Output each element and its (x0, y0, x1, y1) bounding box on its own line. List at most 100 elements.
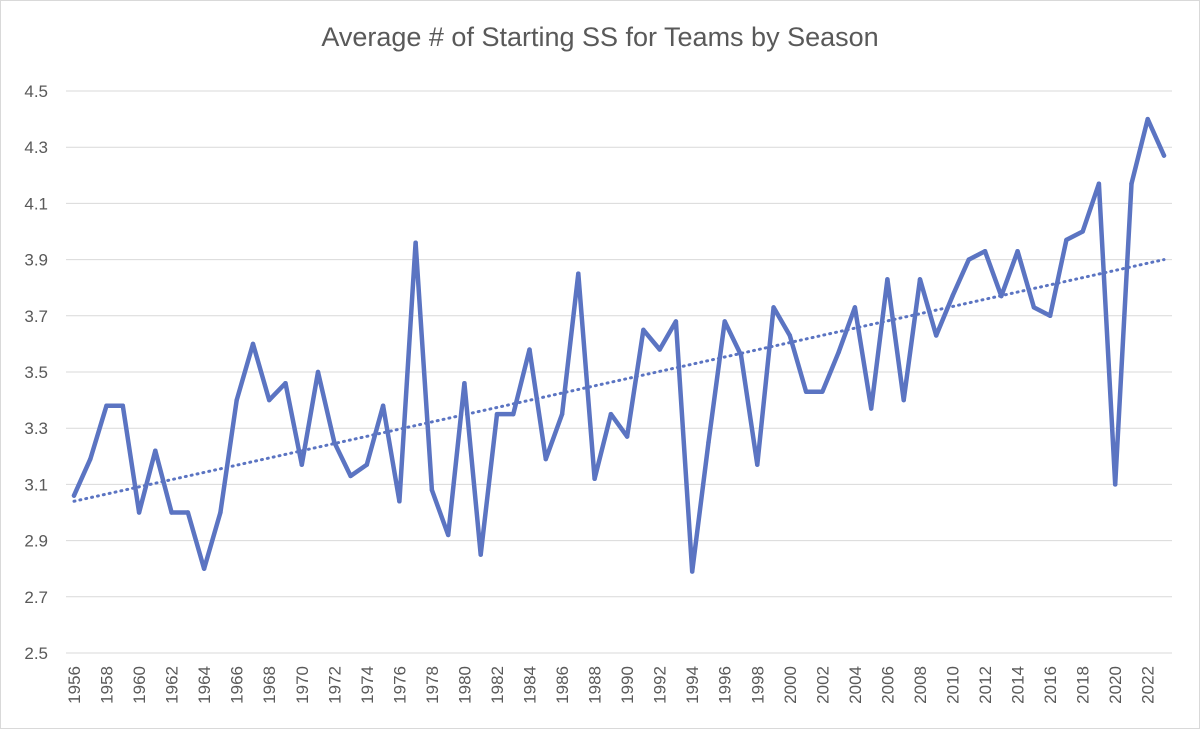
data-point (641, 327, 646, 333)
x-tick-label: 1984 (521, 666, 540, 704)
x-tick-label: 1988 (586, 666, 605, 704)
data-point (771, 305, 776, 310)
x-tick-label: 2006 (878, 666, 897, 704)
x-tick-label: 1998 (748, 666, 767, 704)
data-point (868, 406, 874, 411)
data-point (380, 403, 386, 408)
x-tick-label: 1972 (325, 666, 344, 704)
trendline (72, 258, 1166, 503)
data-point (527, 347, 532, 352)
x-tick-label: 1958 (98, 666, 117, 704)
data-point (706, 440, 711, 445)
y-tick-label: 3.9 (24, 251, 48, 270)
data-point (1096, 181, 1102, 186)
x-tick-label: 1994 (683, 666, 702, 704)
data-point (267, 397, 272, 403)
x-tick-label: 1996 (716, 666, 735, 704)
x-tick-label: 2020 (1106, 666, 1125, 704)
data-point (592, 476, 597, 481)
data-point (429, 487, 435, 493)
data-point (1129, 181, 1134, 186)
x-tick-label: 1964 (195, 666, 214, 704)
x-tick-label: 1992 (651, 666, 670, 704)
data-point (543, 456, 548, 462)
data-point (88, 456, 93, 462)
y-tick-label: 4.3 (24, 138, 48, 157)
y-tick-label: 2.7 (24, 588, 48, 607)
data-point (169, 510, 174, 515)
x-tick-label: 1976 (390, 666, 409, 704)
data-point (332, 440, 337, 445)
data-point (803, 389, 809, 394)
data-point (218, 510, 223, 515)
data-point (755, 462, 760, 467)
data-point (787, 333, 793, 338)
x-tick-label: 1960 (130, 666, 149, 704)
data-point (250, 341, 256, 347)
x-axis-ticks: 1956 1958 1960 1962 1964 1966 1968 1970 1972 1974… (65, 666, 1158, 704)
y-tick-label: 3.5 (24, 363, 48, 382)
data-point (999, 293, 1004, 299)
data-point (494, 411, 500, 417)
series-line (71, 116, 1167, 574)
data-point (299, 462, 304, 467)
x-tick-label: 1982 (488, 666, 507, 704)
trendline-group (72, 258, 1166, 503)
y-tick-label: 3.7 (24, 307, 48, 326)
data-point (559, 411, 565, 417)
data-point (673, 319, 679, 324)
x-tick-label: 1956 (65, 666, 84, 704)
data-point (234, 397, 239, 403)
data-point (608, 411, 614, 417)
data-point (836, 350, 841, 355)
data-point (185, 510, 191, 515)
data-point (885, 277, 890, 282)
x-tick-label: 1970 (293, 666, 312, 704)
data-point (511, 411, 516, 417)
data-point (462, 381, 467, 386)
data-point (934, 333, 939, 338)
x-tick-label: 2012 (976, 666, 995, 704)
data-point (201, 566, 207, 571)
x-tick-label: 1978 (423, 666, 442, 704)
x-tick-label: 1986 (553, 666, 572, 704)
data-point (901, 397, 906, 403)
x-tick-label: 1980 (455, 666, 474, 704)
data-point (576, 271, 581, 276)
y-axis-ticks: 2.5 2.7 2.9 3.1 3.3 3.5 3.7 3.9 4.1 4.3 4.5 (24, 82, 48, 663)
y-tick-label: 4.5 (24, 82, 48, 101)
data-point (136, 510, 142, 515)
y-tick-label: 2.5 (24, 644, 48, 663)
data-point (1031, 305, 1037, 310)
x-tick-label: 2018 (1074, 666, 1093, 704)
data-point (966, 257, 971, 262)
x-tick-label: 2010 (944, 666, 963, 704)
data-point (1080, 229, 1085, 234)
data-point (315, 369, 321, 375)
data-point (364, 462, 370, 467)
data-point (397, 499, 402, 504)
data-point (690, 569, 695, 574)
data-point (852, 305, 858, 310)
x-tick-label: 1968 (260, 666, 279, 704)
x-tick-label: 2004 (846, 666, 865, 704)
data-point (445, 532, 451, 538)
data-point (722, 319, 727, 324)
gridlines (66, 90, 1172, 654)
x-tick-label: 2016 (1041, 666, 1060, 704)
data-point (982, 248, 988, 254)
chart-title: Average # of Starting SS for Teams by Se… (321, 22, 879, 52)
data-point (1145, 116, 1150, 122)
x-tick-label: 2008 (911, 666, 930, 704)
x-tick-label: 2000 (781, 666, 800, 704)
data-point (657, 347, 662, 352)
y-tick-label: 3.3 (24, 419, 48, 438)
data-point (120, 403, 126, 408)
data-point (1112, 482, 1118, 487)
y-tick-label: 3.1 (24, 475, 48, 494)
x-tick-label: 1962 (163, 666, 182, 704)
x-tick-label: 2022 (1139, 666, 1158, 704)
y-tick-label: 4.1 (24, 194, 48, 213)
